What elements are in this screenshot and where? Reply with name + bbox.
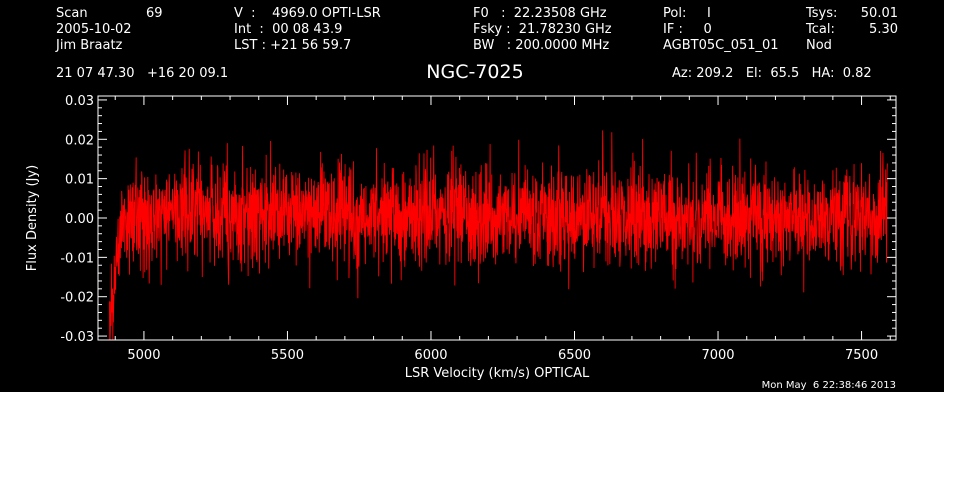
y-tick-label: 0.02: [65, 133, 94, 148]
spectrum-plot: 5000 5500 6000 6500 7000 7500 -0.03 -0.02 -0.01 0…: [25, 94, 897, 381]
tcal-value: 5.30: [869, 22, 898, 37]
y-tick-label: 0.01: [65, 173, 94, 188]
axes: 5000 5500 6000 6500 7000 7500 -0.03 -0.02 -0.01 0…: [60, 94, 896, 363]
fsky-readout: Fsky : 21.78230 GHz: [473, 22, 612, 37]
spectrum-line: [109, 130, 888, 341]
project-id: AGBT05C_051_01: [663, 38, 779, 53]
x-tick-label: 7500: [845, 348, 878, 363]
x-tick-label: 5000: [127, 348, 160, 363]
y-tick-label: 0.03: [65, 94, 94, 109]
lst-readout: LST : +21 56 59.7: [234, 38, 352, 53]
observation-date: 2005-10-02: [56, 22, 132, 37]
velocity-readout: V : 4969.0 OPTI-LSR: [234, 6, 381, 21]
az-el-ha-readout: Az: 209.2 El: 65.5 HA: 0.82: [672, 66, 872, 81]
spectrum-series: [109, 130, 888, 341]
integration-readout: Int : 00 08 43.9: [234, 22, 343, 37]
y-tick-label: -0.01: [60, 251, 94, 266]
x-axis-label: LSR Velocity (km/s) OPTICAL: [405, 366, 590, 381]
plot-panel: Scan 69 2005-10-02 Jim Braatz V : 4969.0…: [0, 0, 944, 392]
chart-title: NGC-7025: [426, 61, 524, 83]
x-tick-label: 7000: [701, 348, 734, 363]
source-coordinates: 21 07 47.30 +16 20 09.1: [56, 66, 229, 81]
observer-name: Jim Braatz: [56, 38, 123, 53]
scan-number: 69: [146, 6, 163, 21]
scan-label: Scan: [56, 6, 88, 21]
x-tick-label: 6500: [558, 348, 591, 363]
f0-readout: F0 : 22.23508 GHz: [473, 6, 607, 21]
tcal-label: Tcal:: [806, 22, 835, 37]
y-tick-label: 0.00: [65, 212, 94, 227]
polarization-readout: Pol: I: [663, 6, 711, 21]
plot-timestamp: Mon May 6 22:38:46 2013: [761, 380, 896, 391]
x-tick-label: 6000: [414, 348, 447, 363]
y-axis-label: Flux Density (Jy): [25, 165, 40, 271]
bandwidth-readout: BW : 200.0000 MHz: [473, 38, 610, 53]
y-tick-label: -0.02: [60, 291, 94, 306]
observing-mode: Nod: [806, 38, 832, 53]
tsys-value: 50.01: [860, 6, 898, 21]
tsys-label: Tsys:: [806, 6, 838, 21]
if-readout: IF : 0: [663, 22, 712, 37]
x-tick-label: 5500: [271, 348, 304, 363]
y-tick-label: -0.03: [60, 330, 94, 345]
